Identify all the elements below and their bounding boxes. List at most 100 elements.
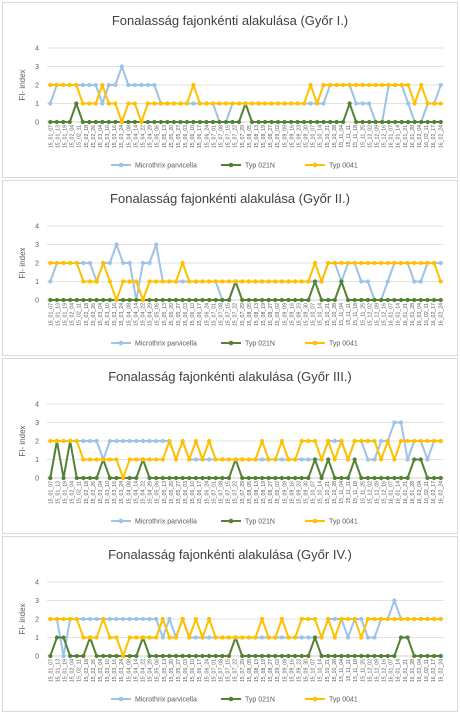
data-point	[81, 616, 86, 622]
data-point	[308, 82, 313, 88]
data-point	[54, 635, 60, 640]
data-point	[207, 297, 212, 303]
data-point	[326, 457, 331, 462]
x-tick-label: 15_05_20	[169, 481, 175, 504]
data-point	[114, 616, 119, 622]
data-point	[187, 653, 192, 659]
data-point	[119, 64, 124, 69]
x-tick-label: 16_01_21	[403, 303, 409, 326]
data-point	[147, 279, 152, 284]
data-point	[438, 82, 443, 88]
x-tick-label: 15_12_02	[367, 125, 373, 148]
x-tick-label: 16_01_14	[396, 659, 402, 682]
y-tick-label: 0	[35, 654, 39, 661]
data-point	[306, 297, 311, 303]
y-tick-label: 1	[35, 635, 39, 642]
data-point	[48, 279, 53, 284]
data-point	[165, 101, 170, 106]
legend-marker	[118, 518, 124, 524]
data-point	[359, 475, 364, 481]
data-point	[147, 457, 152, 462]
x-tick-label: 16_02_17	[431, 481, 437, 504]
y-tick-label: 3	[35, 64, 39, 71]
data-point	[61, 82, 66, 88]
data-point	[432, 101, 437, 106]
data-point	[279, 616, 284, 622]
data-point	[180, 260, 185, 266]
data-point	[365, 438, 371, 444]
data-point	[147, 635, 152, 640]
data-point	[352, 653, 357, 659]
data-point	[308, 119, 313, 125]
data-point	[319, 635, 324, 640]
data-point	[127, 260, 132, 266]
data-point	[431, 438, 437, 444]
data-point	[354, 101, 359, 106]
data-point	[94, 616, 99, 622]
data-point	[438, 279, 443, 284]
x-tick-label: 15_07_22	[233, 125, 239, 148]
x-tick-label: 15_03_16	[112, 481, 118, 504]
data-point	[48, 297, 53, 303]
data-point	[259, 438, 265, 444]
x-tick-label: 15_05_06	[155, 303, 161, 326]
y-tick-label: 2	[35, 261, 39, 268]
x-tick-label: 15_08_27	[268, 481, 274, 504]
data-point	[386, 82, 391, 88]
data-point	[81, 475, 86, 481]
data-point	[243, 101, 248, 106]
data-point	[367, 119, 372, 125]
data-point	[191, 119, 196, 125]
data-point	[139, 82, 144, 88]
data-point	[223, 101, 229, 106]
x-tick-label: 15_04_22	[141, 481, 147, 504]
data-point	[61, 297, 66, 303]
data-point	[418, 616, 423, 622]
data-point	[132, 101, 137, 106]
x-tick-label: 16_01_28	[410, 303, 416, 326]
x-tick-label: 15_06_24	[204, 659, 210, 682]
data-point	[392, 598, 397, 603]
data-point	[114, 242, 119, 247]
data-point	[253, 457, 258, 462]
data-point	[94, 279, 99, 284]
data-point	[113, 101, 118, 106]
data-point	[167, 475, 172, 481]
x-tick-label: 15_03_10	[105, 125, 111, 148]
x-tick-label: 15_09_30	[304, 481, 310, 504]
data-point	[107, 260, 112, 266]
data-point	[438, 119, 443, 125]
x-tick-label: 15_05_13	[162, 125, 168, 148]
x-tick-label: 15_07_01	[211, 481, 217, 504]
x-tick-label: 15_08_27	[268, 303, 274, 326]
x-tick-label: 15_12_09	[374, 659, 380, 682]
x-tick-label: 15_04_22	[141, 303, 147, 326]
x-tick-label: 15_10_28	[332, 659, 338, 682]
x-tick-label: 15_03_04	[98, 659, 104, 682]
data-point	[399, 82, 404, 88]
x-tick-label: 16_01_28	[410, 125, 416, 148]
data-point	[220, 635, 225, 640]
data-point	[134, 297, 139, 303]
data-point	[127, 475, 132, 481]
data-point	[101, 616, 106, 622]
data-point	[279, 475, 284, 481]
x-tick-label: 15_11_18	[353, 481, 359, 504]
data-point	[74, 260, 79, 266]
x-tick-label: 15_10_28	[332, 303, 338, 326]
x-tick-label: 15_04_22	[141, 659, 147, 682]
x-tick-label: 15_03_10	[105, 481, 111, 504]
data-point	[418, 438, 423, 444]
data-point	[359, 616, 364, 622]
x-tick-label: 15_06_17	[197, 303, 203, 326]
x-tick-label: 15_04_08	[126, 125, 132, 148]
data-point	[226, 279, 232, 284]
x-tick-label: 15_11_25	[360, 481, 366, 504]
x-tick-label: 15_01_19	[63, 303, 69, 326]
data-point	[48, 438, 53, 444]
x-tick-label: 15_08_13	[254, 125, 260, 148]
data-point	[74, 653, 79, 659]
data-point	[193, 279, 198, 284]
data-point	[134, 457, 139, 462]
x-tick-label: 15_05_06	[155, 125, 161, 148]
